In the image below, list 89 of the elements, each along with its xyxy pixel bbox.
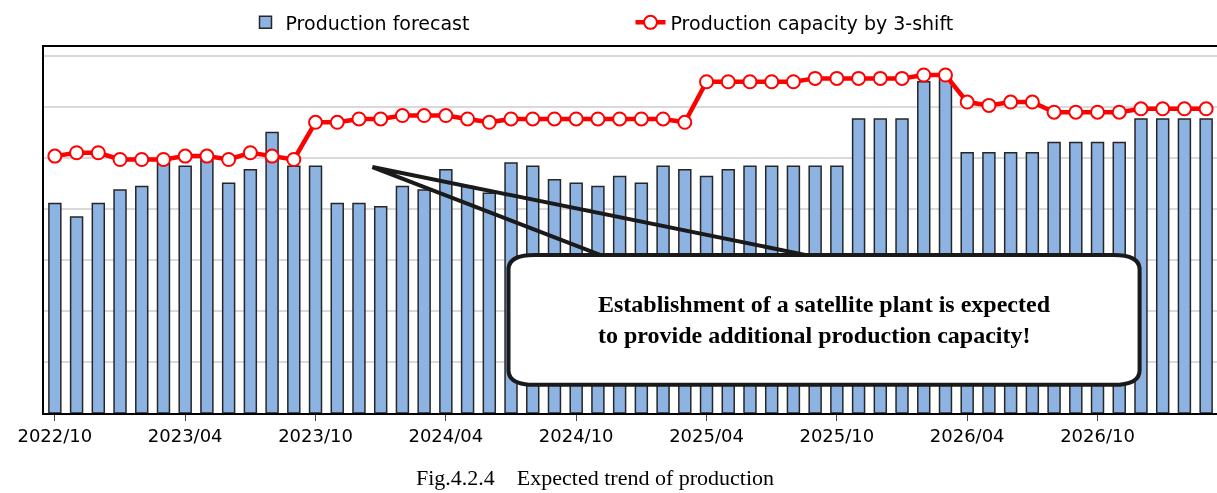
point [329, 114, 345, 130]
point [677, 114, 693, 130]
point [1090, 104, 1106, 120]
point [177, 148, 193, 164]
bar [1199, 118, 1213, 413]
annotation: Establishment of a satellite plant is expected to provide additional production capacity! [598, 291, 1051, 349]
bar [243, 168, 258, 413]
point [829, 70, 845, 86]
point [1198, 101, 1214, 117]
point [612, 111, 628, 127]
point [525, 111, 541, 127]
point [1111, 104, 1127, 120]
bar [308, 165, 323, 413]
point [264, 148, 280, 164]
point [460, 111, 476, 127]
point [1176, 101, 1192, 117]
point [590, 111, 606, 127]
bar [69, 216, 84, 413]
point [503, 111, 519, 127]
x-tick-label: 2026/04 [929, 425, 1005, 447]
point [112, 152, 128, 167]
bar [373, 206, 388, 413]
point [134, 152, 150, 167]
caption: Fig.4.2.4 Expected trend of production [416, 465, 775, 490]
point [916, 67, 932, 83]
point [308, 114, 324, 130]
point [394, 108, 410, 124]
point [351, 111, 367, 127]
bar [460, 185, 475, 413]
point [720, 74, 736, 90]
bar [178, 165, 192, 413]
bar [48, 202, 62, 413]
point [785, 74, 801, 90]
point [1155, 101, 1171, 117]
point [1068, 104, 1084, 120]
legend-label: Production forecast [285, 11, 470, 34]
point [981, 97, 997, 113]
point [807, 70, 823, 86]
point [90, 145, 106, 161]
point [937, 67, 953, 83]
bar [265, 131, 279, 413]
x-tick-label: 2024/04 [408, 425, 484, 447]
point [155, 152, 171, 167]
point [481, 114, 497, 130]
point [1024, 94, 1040, 110]
point [633, 111, 649, 127]
point [286, 152, 302, 167]
point [242, 145, 258, 161]
x-tick-label: 2025/10 [799, 425, 875, 447]
bar [1177, 118, 1192, 413]
bar [395, 185, 410, 413]
bar [482, 192, 497, 413]
bar [417, 189, 431, 413]
point [47, 148, 63, 164]
point [69, 145, 85, 161]
point [221, 152, 237, 167]
point [959, 94, 975, 110]
point [894, 70, 910, 86]
point [416, 108, 432, 124]
point [1003, 94, 1019, 110]
x-tick-label: 2023/04 [147, 425, 223, 447]
point [872, 70, 888, 86]
point [699, 74, 715, 90]
bar [135, 185, 149, 413]
bar [221, 182, 236, 413]
bar [352, 202, 366, 413]
x-tick-label: 2024/10 [538, 425, 614, 447]
point [742, 74, 758, 90]
bar [439, 168, 453, 413]
bar [330, 202, 344, 413]
bar [1155, 118, 1170, 413]
point [1046, 104, 1062, 120]
point [851, 70, 867, 86]
x-tick-label: 2025/04 [669, 425, 744, 447]
legend-label: Production capacity by 3-shift [670, 11, 954, 34]
bar [91, 202, 106, 413]
point [1133, 101, 1149, 117]
x-tick-label: 2022/10 [17, 425, 93, 447]
point [438, 108, 454, 124]
point [764, 74, 780, 90]
x-tick-label: 2026/10 [1060, 425, 1135, 447]
point [568, 111, 584, 127]
point [199, 148, 215, 164]
point [373, 111, 389, 127]
bar [287, 165, 301, 413]
x-tick-label: 2023/10 [278, 425, 353, 447]
point [655, 111, 671, 127]
point [546, 111, 562, 127]
bar [113, 189, 127, 413]
